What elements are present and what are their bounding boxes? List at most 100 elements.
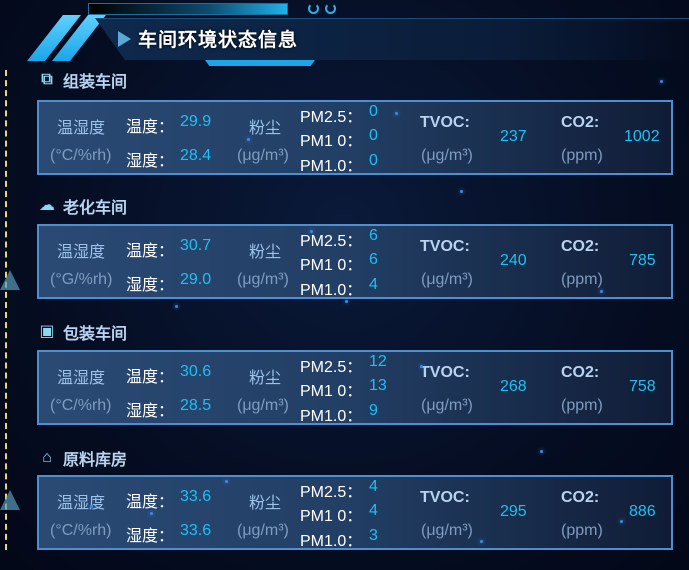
pm25-label: PM2.5： xyxy=(300,109,363,126)
pm1-value: 4 xyxy=(369,276,378,293)
co2-unit: (ppm) xyxy=(561,522,603,539)
pm25-label: PM2.5： xyxy=(300,484,363,501)
workshop-card: 温湿度 (°G/%rh) 温度： 30.7 湿度： 29.0 粉尘 (μg/m³… xyxy=(37,224,673,299)
temp-value: 29.9 xyxy=(180,113,212,130)
tvoc-value: 237 xyxy=(500,128,527,145)
dust-label: 粉尘 xyxy=(249,244,282,261)
workshop-heading: ▣ 包装车间 xyxy=(37,320,127,344)
dust-label: 粉尘 xyxy=(249,495,282,512)
dust-unit: (μg/m³) xyxy=(237,271,289,288)
triangle-decoration xyxy=(0,270,20,290)
workshop-name: 包装车间 xyxy=(63,326,128,343)
pm1-label: PM1.0： xyxy=(300,533,363,550)
star-particle xyxy=(620,520,623,523)
co2-unit: (ppm) xyxy=(561,147,603,164)
co2-value: 785 xyxy=(629,252,656,269)
box-icon: ▣ xyxy=(39,323,55,340)
ring-icon xyxy=(325,3,336,14)
co2-value: 1002 xyxy=(624,128,660,145)
workshop-name: 组装车间 xyxy=(63,74,128,91)
pm10-label: PM1 0： xyxy=(300,508,363,525)
temp-humidity-label: 温湿度 xyxy=(57,120,106,137)
temp-value: 33.6 xyxy=(180,488,212,505)
ring-icon xyxy=(308,3,319,14)
temp-humidity-unit: (°C/%rh) xyxy=(50,397,112,414)
pm1-label: PM1.0： xyxy=(300,408,363,425)
triangle-decoration xyxy=(0,490,20,510)
pm25-value: 4 xyxy=(369,478,378,495)
temp-label: 温度： xyxy=(126,369,175,386)
temp-humidity-label: 温湿度 xyxy=(57,370,106,387)
humidity-value: 28.5 xyxy=(180,397,212,414)
co2-label: CO2: xyxy=(561,238,600,255)
pm10-value: 13 xyxy=(369,377,387,394)
tvoc-value: 268 xyxy=(500,378,527,395)
workshop-heading: ☁ 老化车间 xyxy=(37,194,127,218)
workshop-name: 老化车间 xyxy=(63,200,128,217)
tvoc-unit: (μg/m³) xyxy=(421,522,473,539)
star-particle xyxy=(247,138,250,141)
temp-label: 温度： xyxy=(126,243,175,260)
tvoc-label: TVOC: xyxy=(420,489,470,506)
pm1-label: PM1.0： xyxy=(300,282,363,299)
play-icon xyxy=(118,31,131,47)
workshop-card: 温湿度 (°C/%rh) 温度： 30.6 湿度： 28.5 粉尘 (μg/m³… xyxy=(37,350,673,425)
workshop-heading: ⧉ 组装车间 xyxy=(37,68,127,92)
pm10-value: 6 xyxy=(369,251,378,268)
temp-humidity-label: 温湿度 xyxy=(57,495,106,512)
tvoc-label: TVOC: xyxy=(420,238,470,255)
temp-humidity-unit: (°C/%rh) xyxy=(50,522,112,539)
star-particle xyxy=(345,300,348,303)
star-particle xyxy=(90,505,93,508)
pm25-value: 6 xyxy=(369,227,378,244)
star-particle xyxy=(420,365,423,368)
humidity-label: 湿度： xyxy=(126,277,175,294)
tvoc-value: 295 xyxy=(500,503,527,520)
temp-humidity-unit: (°C/%rh) xyxy=(50,147,112,164)
dust-unit: (μg/m³) xyxy=(237,397,289,414)
pm1-value: 9 xyxy=(369,402,378,419)
pm1-label: PM1.0： xyxy=(300,158,363,175)
pm25-label: PM2.5： xyxy=(300,233,363,250)
pm1-value: 0 xyxy=(369,152,378,169)
pm10-label: PM1 0： xyxy=(300,383,363,400)
dust-unit: (μg/m³) xyxy=(237,522,289,539)
dust-label: 粉尘 xyxy=(249,370,282,387)
temp-value: 30.6 xyxy=(180,363,212,380)
workshop-card: 温湿度 (°C/%rh) 温度： 29.9 湿度： 28.4 粉尘 (μg/m³… xyxy=(37,100,673,175)
tvoc-label: TVOC: xyxy=(420,364,470,381)
page-title: 车间环境状态信息 xyxy=(138,30,299,51)
star-particle xyxy=(310,230,313,233)
dashed-divider xyxy=(5,70,7,550)
pm1-value: 3 xyxy=(369,527,378,544)
banner-underline xyxy=(205,60,315,66)
title-banner xyxy=(95,18,689,60)
star-particle xyxy=(660,80,663,83)
temp-humidity-unit: (°G/%rh) xyxy=(50,271,113,288)
warehouse-icon: ⌂ xyxy=(42,449,52,466)
star-particle xyxy=(395,112,398,115)
panel-header: 车间环境状态信息 xyxy=(0,0,689,70)
humidity-label: 湿度： xyxy=(126,153,175,170)
humidity-value: 33.6 xyxy=(180,522,212,539)
temp-value: 30.7 xyxy=(180,237,212,254)
pm25-label: PM2.5： xyxy=(300,359,363,376)
pm10-label: PM1 0： xyxy=(300,257,363,274)
pm10-label: PM1 0： xyxy=(300,133,363,150)
pm25-value: 0 xyxy=(369,103,378,120)
co2-unit: (ppm) xyxy=(561,397,603,414)
star-particle xyxy=(150,512,153,515)
temp-label: 温度： xyxy=(126,494,175,511)
star-particle xyxy=(600,290,603,293)
co2-label: CO2: xyxy=(561,364,600,381)
tvoc-value: 240 xyxy=(500,252,527,269)
co2-label: CO2: xyxy=(561,489,600,506)
progress-decoration xyxy=(88,3,288,15)
puzzle-icon: ⧉ xyxy=(41,71,53,88)
pm25-value: 12 xyxy=(369,353,387,370)
co2-value: 758 xyxy=(629,378,656,395)
humidity-value: 28.4 xyxy=(180,147,212,164)
temp-humidity-label: 温湿度 xyxy=(57,244,106,261)
humidity-value: 29.0 xyxy=(180,271,212,288)
cloud-icon: ☁ xyxy=(39,197,55,214)
